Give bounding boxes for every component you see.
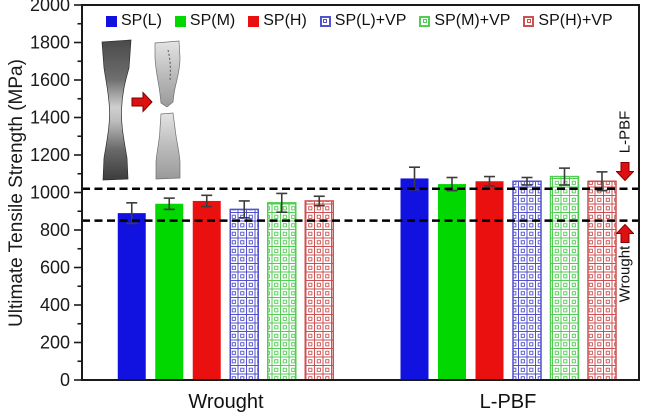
bar-SP(M)-L-PBF	[438, 184, 466, 380]
bar-SP(H)-Wrought	[192, 200, 221, 380]
legend-item-spm: SP(M)	[174, 12, 236, 30]
legend-item-sph-vp: SP(H)+VP	[523, 12, 613, 30]
y-tick-label: 1800	[30, 33, 70, 53]
legend-swatch-hatched-green-icon	[419, 15, 431, 27]
y-tick-label: 1200	[30, 145, 70, 165]
y-tick-label: 200	[40, 333, 70, 353]
y-tick-label: 1000	[30, 183, 70, 203]
red-up-arrow-icon	[616, 223, 634, 243]
legend-label: SP(L)	[121, 12, 162, 29]
bar-SP(L)-L-PBF	[400, 178, 429, 380]
bar-SP(L)+VP-L-PBF	[512, 180, 542, 381]
legend-swatch-hatched-blue-icon	[319, 15, 331, 27]
legend-label: SP(L)+VP	[334, 12, 407, 29]
legend-item-spl: SP(L)	[106, 12, 162, 30]
annotation-label-lpbf: L-PBF	[616, 110, 634, 154]
tensile-dogbone-specimen	[101, 39, 132, 181]
legend-item-spm-vp: SP(M)+VP	[419, 12, 510, 30]
legend-label: SP(M)	[189, 12, 236, 29]
y-tick-label: 2000	[30, 0, 70, 15]
y-axis-label: Ultimate Tensile Strength (MPa)	[6, 59, 27, 327]
plot-frame	[81, 4, 640, 381]
legend-label: SP(M)+VP	[434, 12, 511, 29]
legend: SP(L) SP(M) SP(H) SP(L)+VP SP(M)+VP SP(H…	[106, 12, 613, 30]
legend-item-spl-vp: SP(L)+VP	[319, 12, 407, 30]
red-right-arrow-icon	[131, 91, 153, 113]
red-down-arrow-icon	[616, 161, 634, 181]
legend-swatch-solid-blue-icon	[106, 15, 117, 27]
bar-SP(M)-Wrought	[155, 203, 184, 380]
bar-SP(L)-Wrought	[117, 213, 146, 380]
fractured-specimen-bottom	[155, 112, 181, 180]
specimen-engraving	[167, 49, 171, 81]
bar-SP(M)+VP-L-PBF	[549, 175, 580, 381]
bar-SP(H)+VP-Wrought	[304, 200, 334, 381]
bar-SP(H)-L-PBF	[475, 181, 504, 380]
y-tick-label: 800	[40, 220, 70, 240]
y-tick-label: 1400	[30, 108, 70, 128]
annotation-label-wrought: Wrought	[616, 245, 634, 302]
category-label-wrought: Wrought	[188, 391, 264, 413]
y-tick-label: 1600	[30, 70, 70, 90]
y-tick-label: 0	[60, 370, 70, 390]
legend-swatch-solid-green-icon	[174, 15, 186, 27]
legend-swatch-hatched-red-icon	[523, 15, 535, 27]
fractured-specimen-top	[154, 40, 181, 108]
bar-SP(H)+VP-L-PBF	[587, 180, 617, 381]
legend-label: SP(H)+VP	[538, 12, 613, 29]
legend-swatch-solid-red-icon	[248, 15, 260, 27]
legend-label: SP(H)	[263, 12, 307, 29]
specimen-inset	[101, 39, 181, 181]
legend-item-sph: SP(H)	[248, 12, 307, 30]
bar-SP(L)+VP-Wrought	[229, 208, 259, 381]
category-label-lpbf: L-PBF	[479, 391, 537, 413]
y-tick-label: 600	[40, 258, 70, 278]
bar-SP(M)+VP-Wrought	[267, 202, 297, 381]
y-tick-label: 400	[40, 295, 70, 315]
